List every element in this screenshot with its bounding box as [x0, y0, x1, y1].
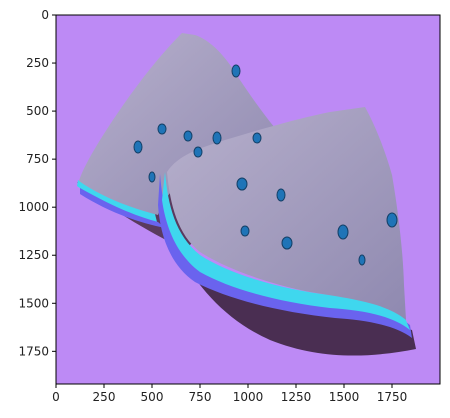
y-tick-label: 750 [26, 152, 49, 166]
watermelon-image [77, 33, 416, 356]
seed [148, 171, 156, 183]
seed [231, 64, 241, 78]
x-axis: 0 250 500 750 1000 1250 1500 1750 [52, 384, 407, 404]
x-tick-label: 1250 [281, 390, 312, 404]
left-slice-flesh [79, 33, 283, 215]
seeds [133, 64, 398, 266]
seed [133, 140, 143, 154]
seed [276, 188, 286, 202]
seed [157, 123, 167, 135]
seed [212, 131, 222, 145]
seed [281, 236, 293, 250]
right-slice-rind-dark [175, 245, 416, 356]
x-tick-label: 0 [52, 390, 60, 404]
seed [236, 177, 248, 191]
x-tick-label: 1750 [377, 390, 408, 404]
y-tick-label: 1250 [18, 248, 49, 262]
x-tick-label: 500 [141, 390, 164, 404]
y-tick-label: 500 [26, 104, 49, 118]
seed [183, 130, 193, 142]
left-slice-rind-blue [80, 188, 165, 228]
right-slice-flesh [167, 107, 406, 320]
y-tick-label: 1500 [18, 296, 49, 310]
seed [240, 225, 250, 237]
y-tick-label: 250 [26, 56, 49, 70]
x-tick-label: 250 [93, 390, 116, 404]
y-tick-label: 0 [41, 8, 49, 22]
x-tick-label: 1000 [233, 390, 264, 404]
x-tick-label: 1500 [329, 390, 360, 404]
seed [358, 254, 366, 266]
y-tick-label: 1000 [18, 200, 49, 214]
right-slice-rind-cyan [162, 172, 410, 330]
right-slice-rind-blue [158, 174, 412, 338]
seed [193, 146, 203, 158]
x-tick-label: 750 [189, 390, 212, 404]
y-axis: 0 250 500 750 1000 1250 1500 1750 [18, 8, 56, 358]
seed [337, 224, 349, 240]
y-tick-label: 1750 [18, 344, 49, 358]
seed [252, 132, 262, 144]
seed [386, 212, 398, 228]
